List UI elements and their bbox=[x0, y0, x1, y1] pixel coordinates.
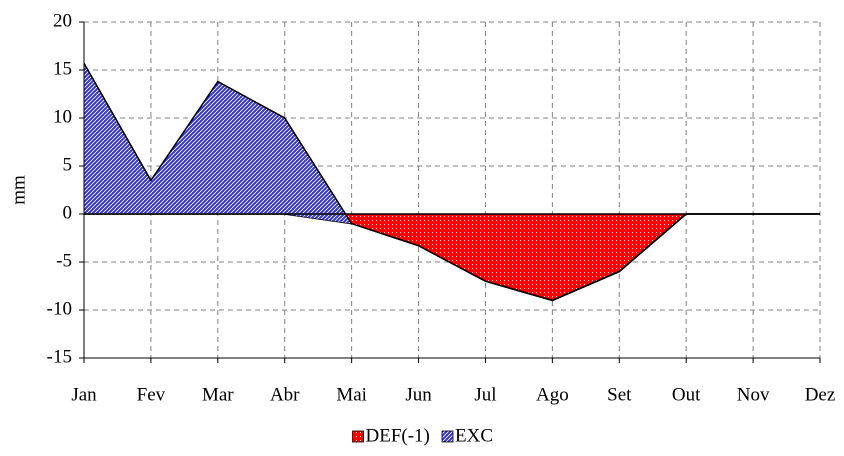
x-tick-label: Out bbox=[672, 384, 701, 405]
legend-swatch bbox=[352, 430, 364, 443]
y-tick-label: -5 bbox=[56, 250, 72, 271]
x-tick-label: Abr bbox=[270, 384, 300, 405]
x-tick-label: Jun bbox=[405, 384, 432, 405]
y-tick-label: 0 bbox=[63, 202, 73, 223]
legend-label: DEF(-1) bbox=[366, 425, 430, 446]
legend-label: EXC bbox=[455, 425, 493, 446]
y-tick-label: -10 bbox=[47, 298, 72, 319]
y-tick-label: 15 bbox=[53, 58, 72, 79]
x-tick-label: Jul bbox=[474, 384, 496, 405]
x-tick-label: Mai bbox=[336, 384, 367, 405]
area bbox=[84, 63, 820, 301]
y-axis-label: mm bbox=[8, 175, 29, 205]
y-tick-label: 20 bbox=[53, 10, 72, 31]
x-tick-label: Nov bbox=[737, 384, 770, 405]
area bbox=[84, 214, 820, 301]
x-tick-label: Jan bbox=[71, 384, 97, 405]
x-tick-label: Fev bbox=[137, 384, 166, 405]
x-tick-label: Set bbox=[607, 384, 632, 405]
y-tick-label: -15 bbox=[47, 346, 72, 367]
y-tick-label: 5 bbox=[63, 154, 73, 175]
x-tick-label: Mar bbox=[202, 384, 234, 405]
legend-swatch bbox=[441, 430, 454, 443]
x-tick-label: Ago bbox=[536, 384, 569, 405]
x-tick-label: Dez bbox=[805, 384, 836, 405]
y-tick-label: 10 bbox=[53, 106, 72, 127]
